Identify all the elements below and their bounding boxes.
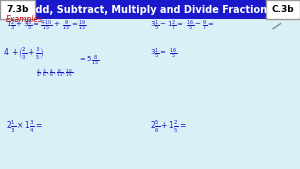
Text: $\frac{2}{4},\frac{3}{6},\frac{4}{8},\frac{8}{12},\frac{10}{15}$: $\frac{2}{4},\frac{3}{6},\frac{4}{8},\fr…	[36, 67, 74, 79]
Bar	[266, 0, 300, 19]
Text: $1\frac{2}{3}+3\frac{3}{5}=\frac{4{\cdot}10}{15}+\ \frac{9}{15}=\frac{19}{15}$: $1\frac{2}{3}+3\frac{3}{5}=\frac{4{\cdot…	[6, 19, 87, 33]
Text: $2\frac{5}{6}+1\frac{2}{5}=$: $2\frac{5}{6}+1\frac{2}{5}=$	[150, 119, 187, 135]
Text: Examples: Examples	[6, 15, 43, 24]
Bar	[0, 0, 34, 19]
Text: $3\frac{1}{5}-1\frac{2}{7}=\ \frac{16}{5}-\frac{9}{7}=$: $3\frac{1}{5}-1\frac{2}{7}=\ \frac{16}{5…	[150, 19, 214, 33]
Text: $3\frac{1}{5}=\ \frac{16}{5}$: $3\frac{1}{5}=\ \frac{16}{5}$	[150, 47, 178, 61]
Text: $=5\frac{8}{15}$: $=5\frac{8}{15}$	[78, 54, 99, 68]
Text: $4\ +\!\left(\frac{2}{3}+\frac{3}{5}\right)$: $4\ +\!\left(\frac{2}{3}+\frac{3}{5}\rig…	[3, 46, 45, 62]
Text: Add, Subtract, Multiply and Divide Fractions: Add, Subtract, Multiply and Divide Fract…	[28, 5, 272, 15]
Text: 7.3b: 7.3b	[6, 5, 28, 14]
Text: C.3b: C.3b	[272, 5, 294, 14]
Text: $2\frac{1}{3}\times1\frac{3}{4}=$: $2\frac{1}{3}\times1\frac{3}{4}=$	[6, 119, 43, 135]
Bar	[0, 0, 300, 19]
